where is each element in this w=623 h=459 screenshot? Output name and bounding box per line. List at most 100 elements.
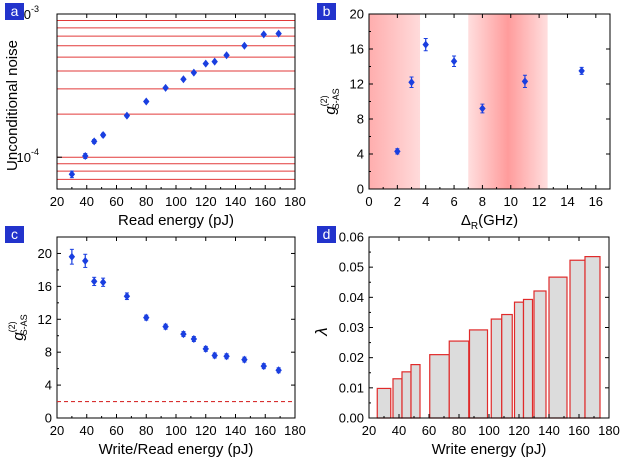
bar xyxy=(429,354,450,419)
data-point xyxy=(68,252,76,261)
data-point xyxy=(241,41,248,50)
panel-d-badge-box xyxy=(317,226,336,243)
y-label-sub: S-AS xyxy=(331,88,341,109)
y-tick-label: 16 xyxy=(350,42,364,57)
y-tick-label: 4 xyxy=(357,147,364,162)
y-tick-label: 8 xyxy=(357,112,364,127)
y-tick-label: 4 xyxy=(45,378,52,393)
data-point xyxy=(394,147,401,156)
y-tick-label: 10-4 xyxy=(17,147,39,165)
panel-b-badge-box xyxy=(317,3,336,20)
bar xyxy=(468,329,489,419)
x-tick-label: 40 xyxy=(80,194,94,209)
data-point xyxy=(422,40,429,49)
y-tick-label: 0 xyxy=(357,182,364,197)
panel-d-badge: d xyxy=(317,226,336,243)
data-point xyxy=(190,68,198,77)
y-tick-label: 0.06 xyxy=(339,230,364,245)
panel-c-y-label: g(2) S-AS xyxy=(7,314,29,340)
x-tick-label: 100 xyxy=(478,423,500,438)
panel-d-x-label: Write energy (pJ) xyxy=(432,441,547,458)
data-point xyxy=(202,59,209,68)
x-tick-label: 0 xyxy=(365,194,372,209)
y-tick-label: 0 xyxy=(45,411,52,426)
x-tick-label: 40 xyxy=(80,423,94,438)
panel-a-series xyxy=(68,29,282,179)
bar xyxy=(501,313,513,419)
x-tick-label: 14 xyxy=(560,194,574,209)
bar xyxy=(376,387,392,419)
panel-a-x-ticks: 20 40 60 80 100 120 140 160 180 xyxy=(50,14,306,209)
data-point xyxy=(241,355,248,364)
panel-b-y-label: g(2) S-AS xyxy=(319,88,341,114)
x-tick-label: 180 xyxy=(598,423,620,438)
y-tick-exp: -4 xyxy=(31,147,39,157)
y-tick-label: 0.02 xyxy=(339,350,364,365)
data-point xyxy=(275,366,282,375)
panel-c-y-ticks: 0 4 8 12 16 20 xyxy=(38,246,295,426)
data-point xyxy=(479,104,486,113)
y-tick-base: 10 xyxy=(17,150,31,165)
data-point xyxy=(180,330,187,339)
data-point xyxy=(223,51,230,60)
data-point xyxy=(82,256,89,265)
panel-c-x-ticks: 20 40 60 80 100 120 140 160 180 xyxy=(50,237,306,438)
x-tick-label: 80 xyxy=(452,423,466,438)
panel-a-badge: a xyxy=(5,3,24,20)
data-point xyxy=(202,344,209,353)
x-tick-label: 140 xyxy=(538,423,560,438)
y-tick-label: 0.01 xyxy=(339,380,364,395)
y-label-sub: S-AS xyxy=(19,314,29,335)
panel-c-label: c xyxy=(11,226,18,242)
y-tick-label: 20 xyxy=(38,246,52,261)
bar xyxy=(533,290,547,419)
panel-d-y-label: λ xyxy=(312,327,331,336)
x-tick-label: 10 xyxy=(504,194,518,209)
panel-b-label: b xyxy=(323,3,331,19)
panel-b-series xyxy=(394,38,585,156)
x-tick-label: 160 xyxy=(254,194,276,209)
panel-c-badge-box xyxy=(5,226,24,243)
data-point xyxy=(123,292,131,301)
x-tick-label: 4 xyxy=(422,194,429,209)
x-tick-label: 80 xyxy=(139,423,153,438)
bar xyxy=(392,378,403,419)
data-point xyxy=(211,57,218,66)
bar xyxy=(548,276,568,419)
panel-b-x-label: ΔR(GHz) xyxy=(461,212,518,232)
x-tick-label: 160 xyxy=(254,423,276,438)
data-point xyxy=(90,137,98,146)
bar xyxy=(569,259,586,419)
data-point xyxy=(408,78,415,87)
panel-d-bars xyxy=(376,256,601,419)
data-point xyxy=(521,77,529,86)
panel-a-x-label: Read energy (pJ) xyxy=(118,212,234,229)
y-tick-label: 12 xyxy=(350,77,364,92)
data-point xyxy=(190,335,198,344)
panel-b-bands xyxy=(369,14,548,189)
data-point xyxy=(260,30,267,39)
panel-c-x-label: Write/Read energy (pJ) xyxy=(99,441,254,458)
y-tick-label: 16 xyxy=(38,279,52,294)
y-tick-label: 0.03 xyxy=(339,320,364,335)
y-tick-label: 0.04 xyxy=(339,290,364,305)
panel-d-y-ticks: 0.00 0.01 0.02 0.03 0.04 0.05 0.06 xyxy=(339,230,609,426)
x-tick-label: 20 xyxy=(362,423,376,438)
y-tick-label: 8 xyxy=(45,345,52,360)
y-label-sup: (2) xyxy=(7,321,17,332)
x-label-main: Δ xyxy=(461,212,471,229)
data-point xyxy=(260,362,267,371)
bar xyxy=(513,301,525,419)
data-point xyxy=(211,351,218,360)
bar xyxy=(448,340,470,419)
data-point xyxy=(450,57,458,66)
data-point xyxy=(99,130,107,139)
data-point xyxy=(143,97,150,106)
x-tick-label: 180 xyxy=(284,423,306,438)
y-tick-label: 0.05 xyxy=(339,260,364,275)
x-tick-label: 8 xyxy=(479,194,486,209)
x-tick-label: 6 xyxy=(450,194,457,209)
data-point xyxy=(123,111,131,120)
data-point xyxy=(223,352,230,361)
x-label-rest: (GHz) xyxy=(478,212,518,229)
